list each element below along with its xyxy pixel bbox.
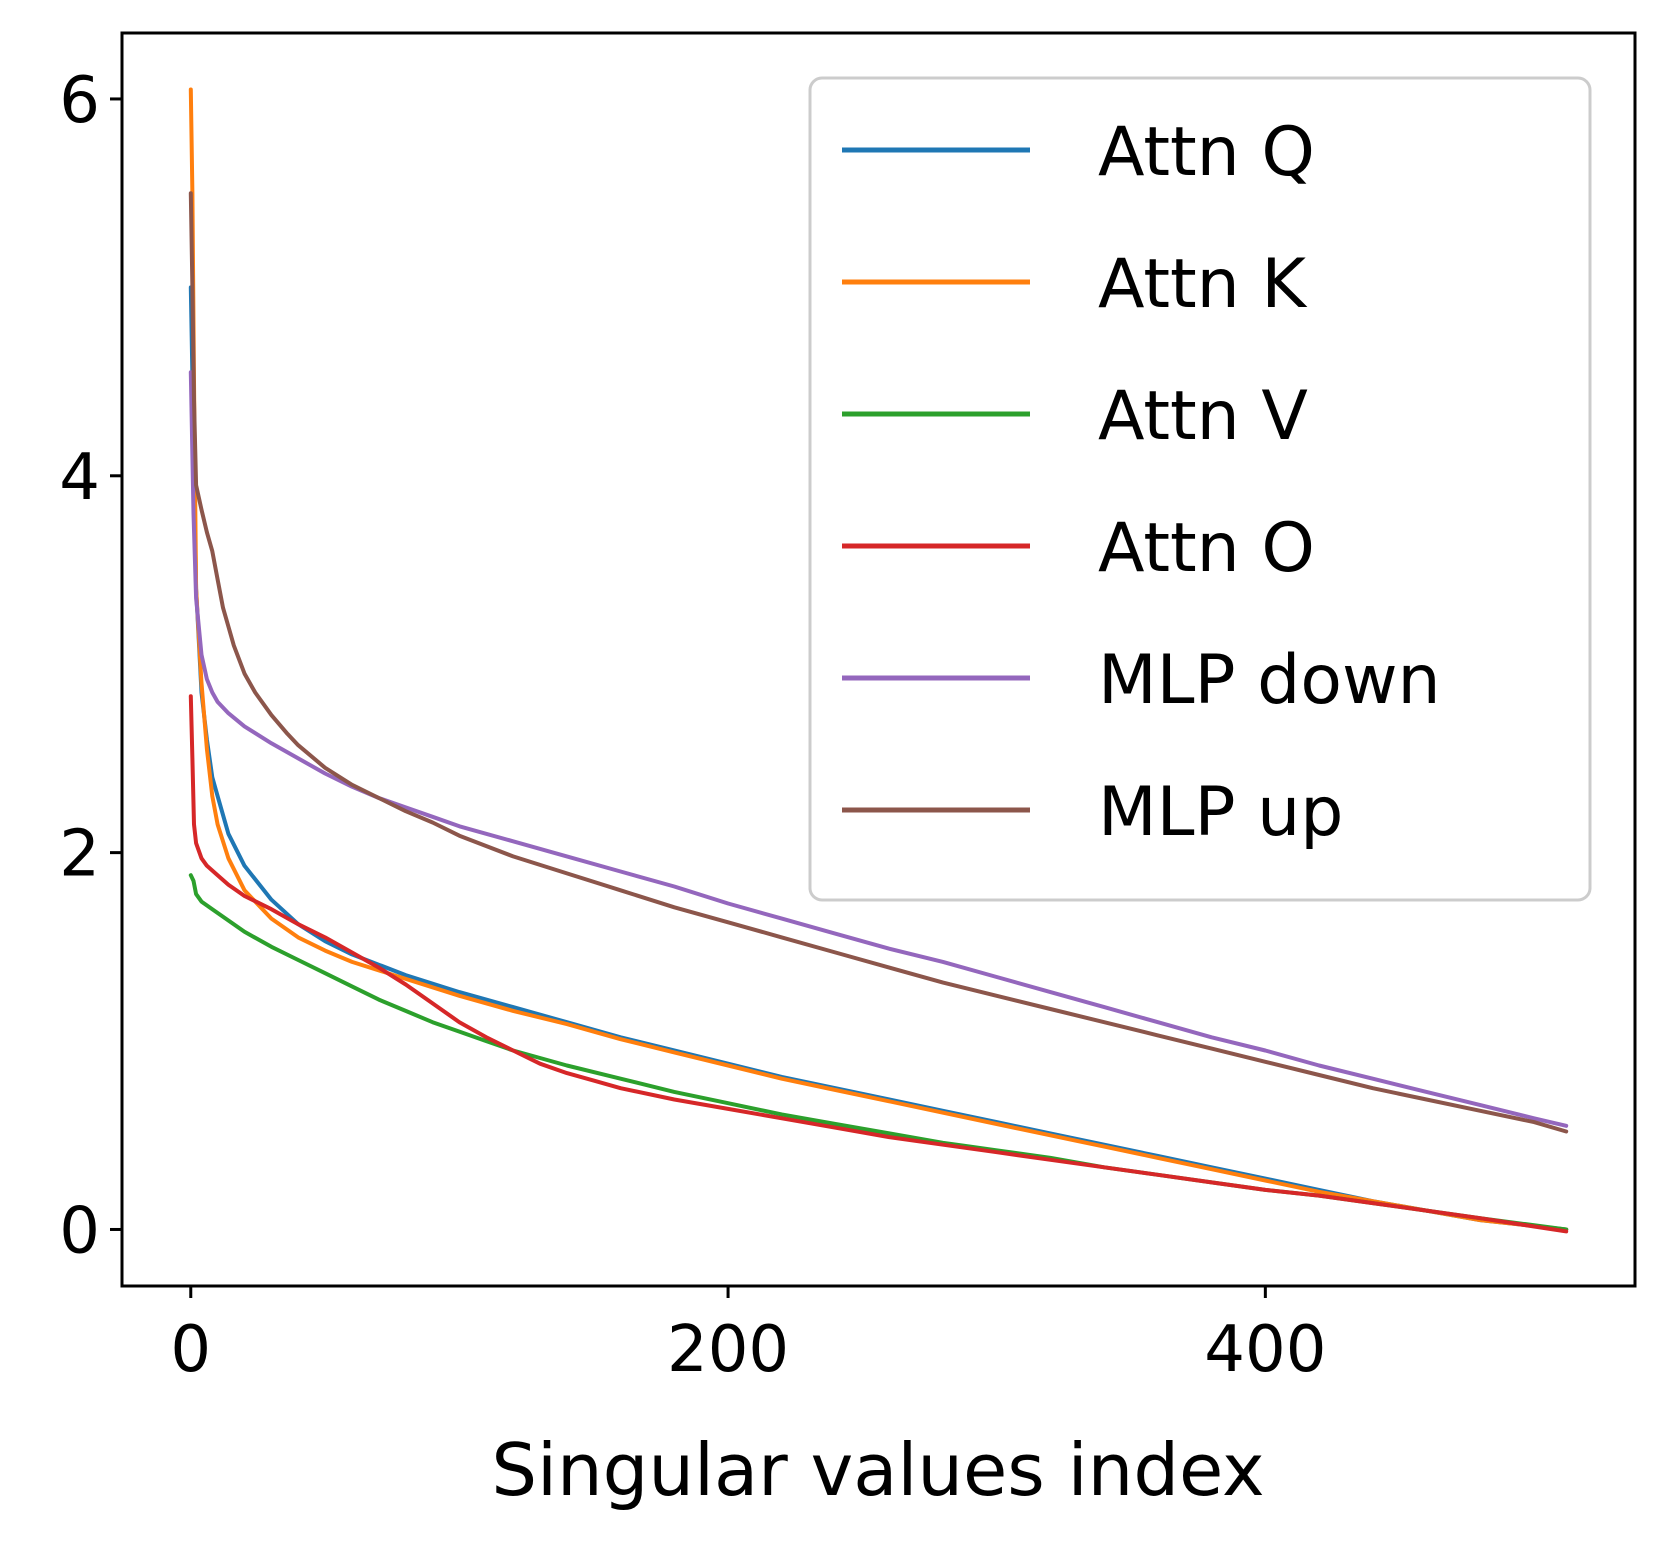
series-line-mlp-down [188, 370, 1569, 1128]
plot-area [188, 87, 1569, 1234]
legend-label-mlp-down: MLP down [1098, 641, 1441, 720]
x-axis-title: Singular values index [491, 1428, 1264, 1512]
legend-label-attn-v: Attn V [1098, 377, 1308, 456]
y-tick-label: 0 [59, 1194, 100, 1268]
legend-label-attn-k: Attn K [1098, 245, 1308, 324]
legend-label-mlp-up: MLP up [1098, 773, 1343, 852]
legend: Attn Q Attn K Attn V Attn O MLP down MLP up [808, 76, 1592, 902]
y-tick-label: 6 [59, 64, 100, 138]
axes-frame [120, 31, 1637, 1288]
y-tick-label: 2 [59, 818, 100, 892]
x-tick-label: 400 [1204, 1313, 1326, 1387]
series-line-mlp-up [188, 191, 1569, 1134]
series-line-attn-k [188, 87, 1569, 1232]
legend-label-attn-q: Attn Q [1098, 113, 1315, 192]
series-line-attn-o [188, 694, 1569, 1234]
x-axis: 0 200 400 [170, 1286, 1326, 1387]
x-tick-label: 200 [667, 1313, 789, 1387]
y-tick-label: 4 [59, 441, 100, 515]
y-axis: 0 2 4 6 [59, 64, 122, 1268]
x-tick-label: 0 [170, 1313, 211, 1387]
legend-label-attn-o: Attn O [1098, 509, 1315, 588]
